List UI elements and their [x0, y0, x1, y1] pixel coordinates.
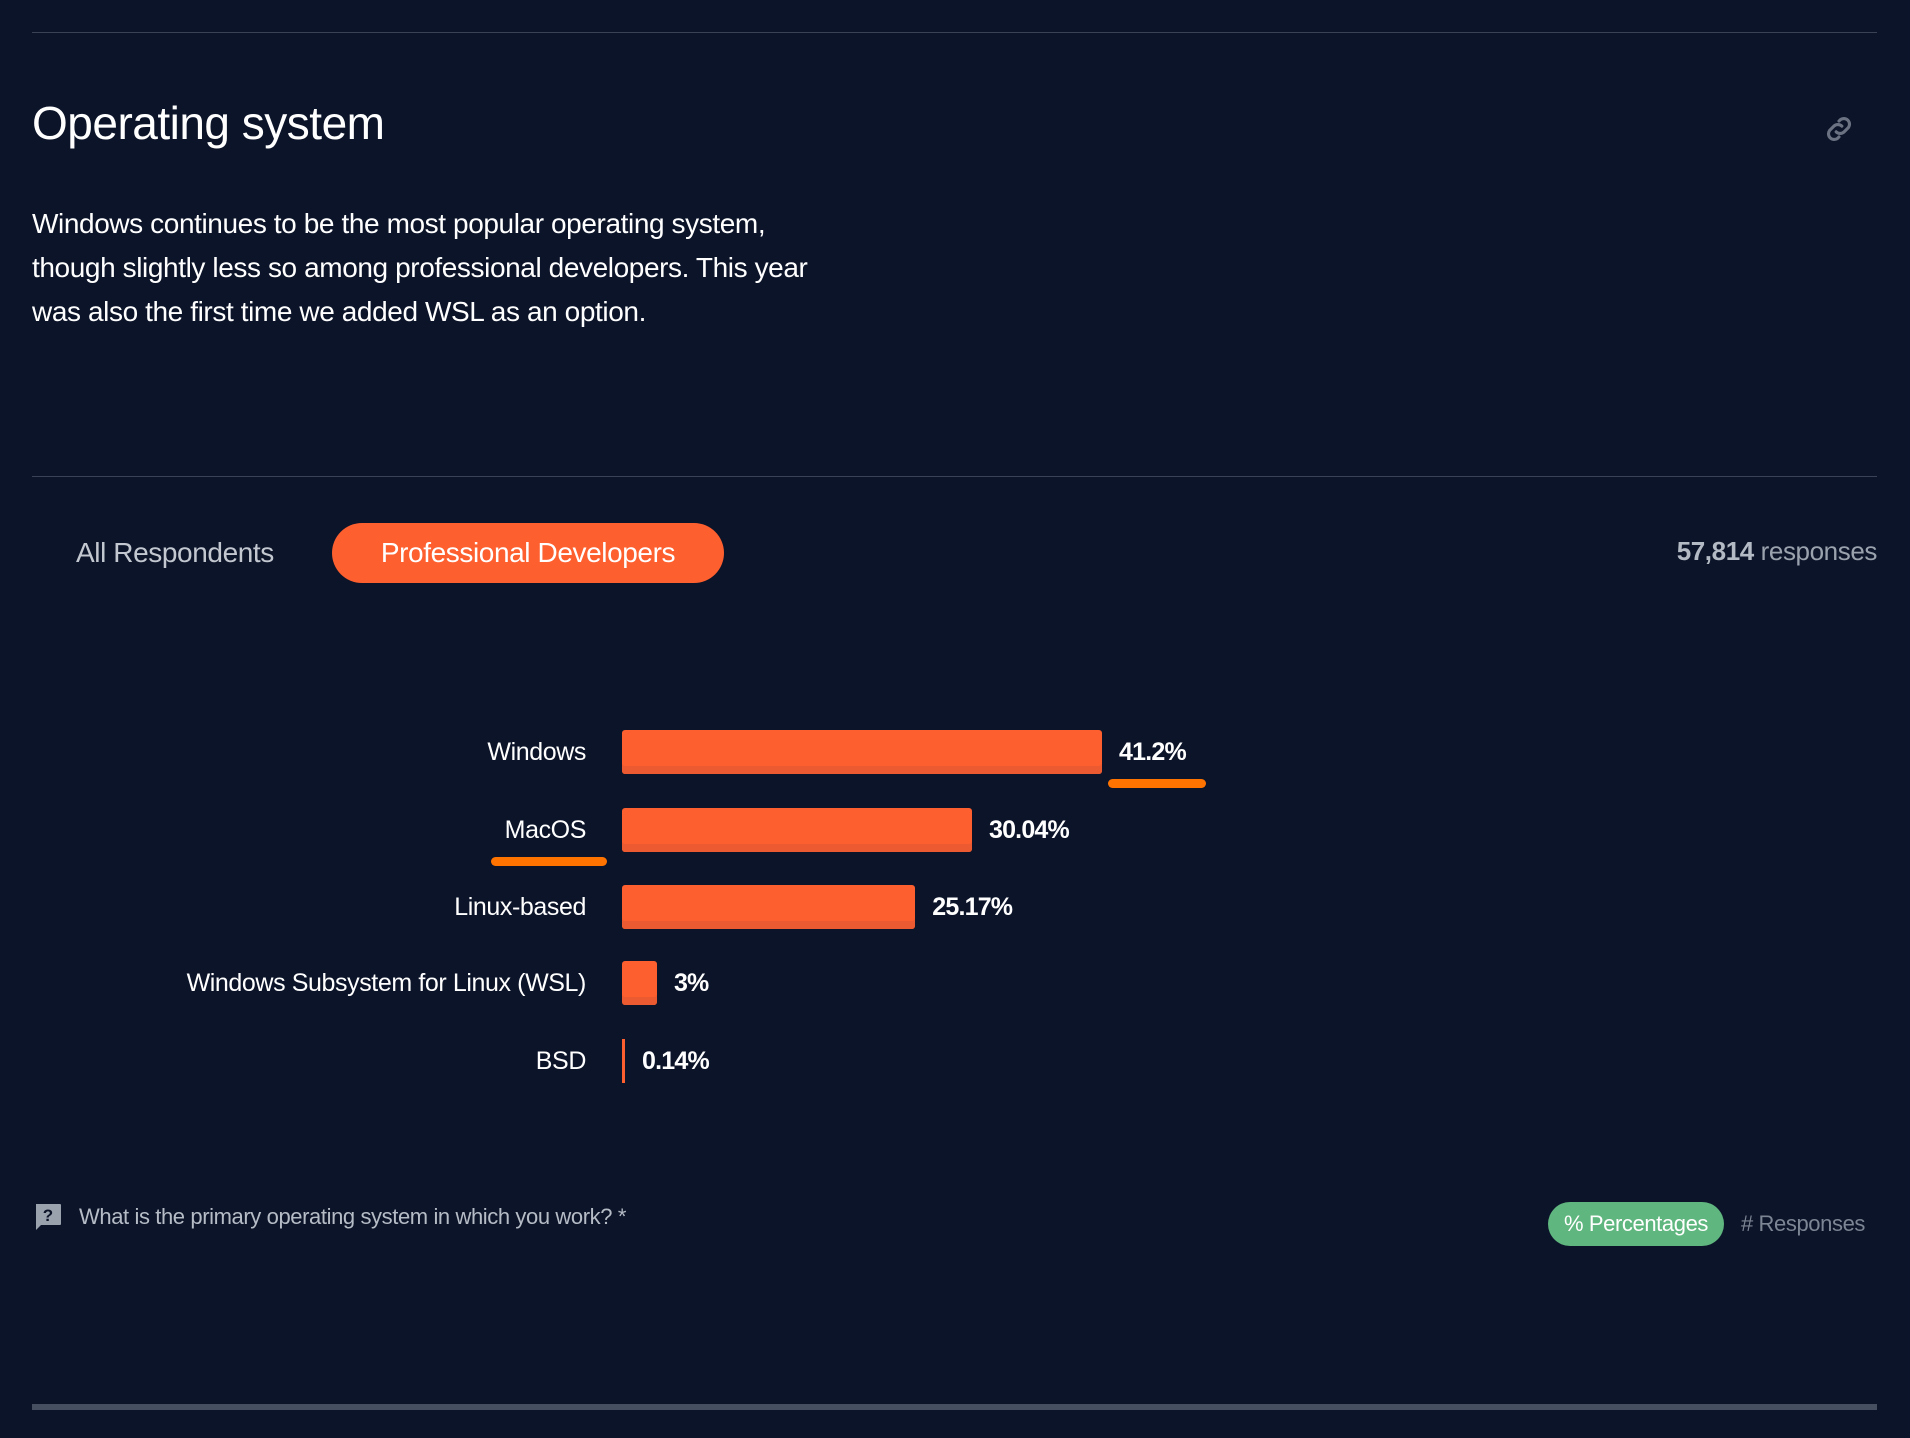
question-icon: ?	[36, 1204, 61, 1230]
bar-value-label: 25.17%	[932, 893, 1013, 921]
bar[interactable]	[622, 1039, 625, 1083]
bottom-divider	[32, 1404, 1877, 1410]
middle-divider	[32, 476, 1877, 477]
percentages-toggle[interactable]: % Percentages	[1548, 1202, 1724, 1246]
bar-value-label: 41.2%	[1119, 738, 1187, 766]
bar[interactable]	[622, 885, 916, 929]
bar-row: BSD 0.14%	[0, 1039, 1910, 1083]
bar-value-label: 30.04%	[988, 816, 1070, 844]
survey-question: What is the primary operating system in …	[79, 1204, 626, 1229]
windows-value-underline	[1108, 779, 1206, 788]
bar-value-label: 3%	[673, 969, 709, 997]
tab-all-respondents[interactable]: All Respondents	[76, 537, 274, 568]
bar[interactable]	[622, 808, 972, 852]
tab-professional-developers[interactable]: Professional Developers	[332, 523, 724, 583]
response-count-number: 57,814	[1676, 536, 1755, 566]
bar-label: MacOS	[504, 816, 587, 844]
response-count-label: responses	[1760, 536, 1878, 566]
bar-row: Windows 41.2%	[0, 730, 1910, 774]
responses-toggle[interactable]: # Responses	[1741, 1211, 1866, 1236]
link-icon[interactable]	[1822, 112, 1856, 146]
bar-row: Windows Subsystem for Linux (WSL) 3%	[0, 961, 1910, 1005]
bar-label: BSD	[535, 1047, 587, 1075]
response-count: 57,814 responses	[1676, 536, 1878, 567]
bar-row: MacOS 30.04%	[0, 808, 1910, 852]
bar-label: Windows Subsystem for Linux (WSL)	[186, 969, 587, 997]
svg-text:?: ?	[43, 1206, 53, 1225]
bar[interactable]	[622, 961, 657, 1005]
bar-label: Linux-based	[454, 893, 586, 921]
section-description: Windows continues to be the most popular…	[32, 208, 808, 327]
bar[interactable]	[622, 730, 1102, 774]
bar-label: Windows	[487, 738, 586, 766]
top-divider	[32, 32, 1877, 33]
bar-row: Linux-based 25.17%	[0, 885, 1910, 929]
macos-label-underline	[491, 857, 607, 866]
bar-value-label: 0.14%	[642, 1047, 710, 1075]
section-title: Operating system	[32, 97, 385, 149]
